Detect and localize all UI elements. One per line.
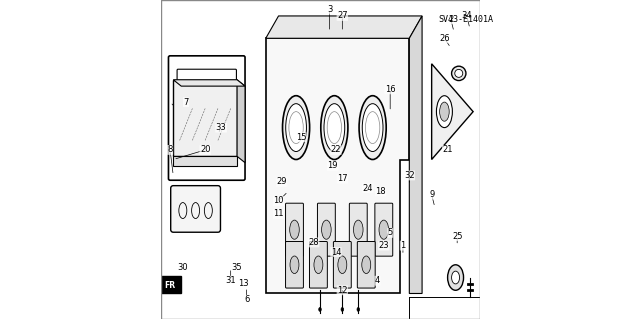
Text: 27: 27 [337,11,348,20]
Ellipse shape [455,70,463,78]
Ellipse shape [359,96,386,160]
Text: 10: 10 [273,197,284,205]
Text: 11: 11 [273,209,284,218]
Ellipse shape [440,102,449,121]
Text: 19: 19 [328,161,338,170]
Polygon shape [410,16,422,293]
Ellipse shape [319,308,321,311]
Bar [161,276,181,293]
FancyBboxPatch shape [375,203,393,256]
Ellipse shape [436,96,452,128]
Text: 35: 35 [232,263,243,272]
Text: 21: 21 [442,145,453,154]
Ellipse shape [282,96,310,160]
Text: 25: 25 [452,232,463,241]
Bar [173,80,237,156]
Text: 30: 30 [177,263,188,272]
Ellipse shape [321,220,331,239]
Ellipse shape [447,265,463,290]
FancyBboxPatch shape [171,186,220,232]
Text: 24: 24 [363,184,373,193]
Text: 8: 8 [168,145,173,154]
Ellipse shape [452,66,466,81]
FancyBboxPatch shape [310,241,327,288]
Ellipse shape [362,256,371,273]
Polygon shape [237,80,245,163]
Text: 12: 12 [337,286,348,295]
FancyBboxPatch shape [285,203,303,256]
FancyBboxPatch shape [317,203,335,256]
Text: 6: 6 [244,295,250,304]
Polygon shape [431,64,473,160]
Ellipse shape [324,104,345,152]
Ellipse shape [314,256,323,273]
Text: 15: 15 [296,133,306,142]
Text: 33: 33 [216,123,227,132]
Text: 1: 1 [400,241,406,250]
FancyBboxPatch shape [177,69,236,160]
Text: 34: 34 [461,11,472,20]
Ellipse shape [357,308,360,311]
Text: 18: 18 [375,187,386,196]
Ellipse shape [285,104,307,152]
Text: 31: 31 [225,276,236,285]
Text: 2: 2 [448,15,453,24]
Text: FR: FR [164,281,175,290]
FancyBboxPatch shape [333,241,351,288]
Ellipse shape [362,104,383,152]
Text: 7: 7 [183,98,189,107]
Polygon shape [266,16,422,38]
FancyBboxPatch shape [357,241,375,288]
Text: 4: 4 [375,276,380,285]
Ellipse shape [379,220,388,239]
Text: 5: 5 [388,228,393,237]
Text: 9: 9 [429,190,435,199]
Text: 28: 28 [308,238,319,247]
Text: 14: 14 [331,248,341,256]
FancyBboxPatch shape [349,203,367,256]
Text: 26: 26 [439,34,450,43]
Text: 23: 23 [378,241,389,250]
Ellipse shape [341,308,344,311]
Bar [173,156,237,166]
Text: 13: 13 [238,279,249,288]
Ellipse shape [338,256,347,273]
Polygon shape [173,80,245,86]
Text: 32: 32 [404,171,415,180]
FancyBboxPatch shape [168,56,245,180]
Ellipse shape [452,271,460,284]
FancyBboxPatch shape [285,241,303,288]
Text: 20: 20 [200,145,211,154]
Ellipse shape [353,220,363,239]
Text: 29: 29 [276,177,287,186]
Text: 16: 16 [385,85,396,94]
Text: 3: 3 [327,5,332,14]
Ellipse shape [290,256,299,273]
Text: 17: 17 [337,174,348,183]
Ellipse shape [321,96,348,160]
Polygon shape [266,38,410,293]
Text: 22: 22 [331,145,341,154]
Ellipse shape [290,220,300,239]
Text: SV43-E1401A: SV43-E1401A [438,15,493,24]
